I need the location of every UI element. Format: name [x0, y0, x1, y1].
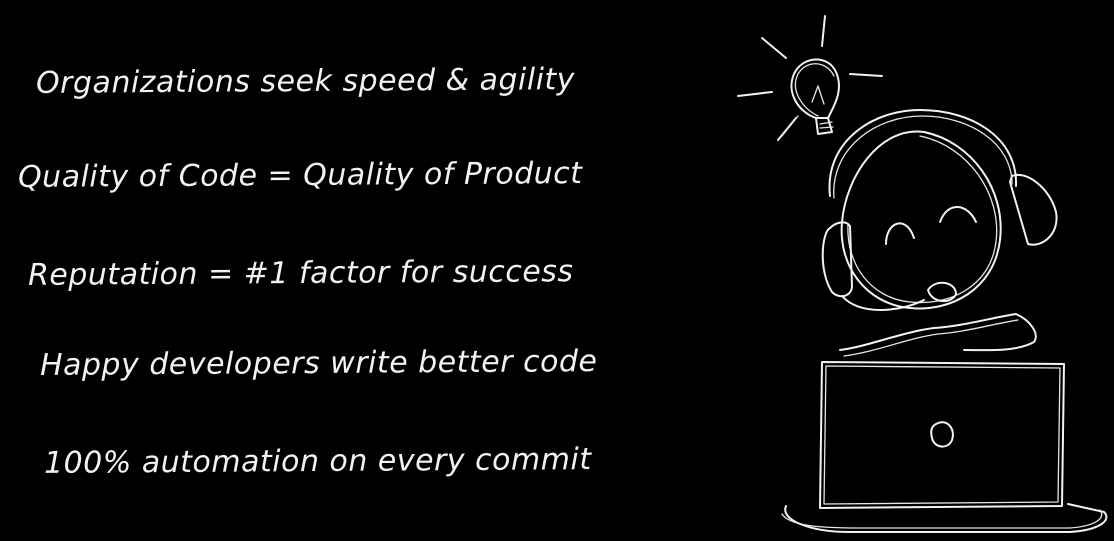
bullet-speed-agility: Organizations seek speed & agility [35, 62, 576, 101]
laptop-icon [781, 361, 1108, 533]
developer-illustration [720, 0, 1114, 541]
bullet-automation: 100% automation on every commit [43, 442, 592, 481]
person-with-headset-icon [821, 109, 1058, 357]
bullet-reputation: Reputation = #1 factor for success [27, 254, 574, 293]
bullet-list: Organizations seek speed & agility Quali… [17, 62, 598, 481]
bullet-quality-code: Quality of Code = Quality of Product [17, 156, 583, 195]
bullet-happy-developers: Happy developers write better code [39, 344, 598, 383]
lightbulb-icon [737, 15, 883, 141]
